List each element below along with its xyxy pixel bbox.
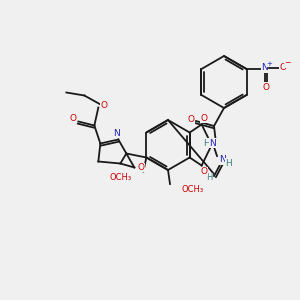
Text: O: O <box>70 114 77 123</box>
Text: O: O <box>200 114 207 123</box>
Text: OCH₃: OCH₃ <box>181 184 203 194</box>
Text: N: N <box>220 155 226 164</box>
Text: N: N <box>113 129 120 138</box>
Text: N: N <box>261 64 268 73</box>
Text: H: H <box>204 139 210 148</box>
Text: O: O <box>279 62 286 71</box>
Text: H: H <box>206 173 212 182</box>
Text: O: O <box>138 163 145 172</box>
Text: N: N <box>210 139 216 148</box>
Text: +: + <box>267 61 272 67</box>
Text: O: O <box>101 101 108 110</box>
Text: O: O <box>188 115 194 124</box>
Text: H: H <box>226 158 232 167</box>
Text: −: − <box>284 58 291 68</box>
Text: O: O <box>262 82 269 91</box>
Text: OCH₃: OCH₃ <box>109 173 131 182</box>
Text: O: O <box>200 167 207 176</box>
